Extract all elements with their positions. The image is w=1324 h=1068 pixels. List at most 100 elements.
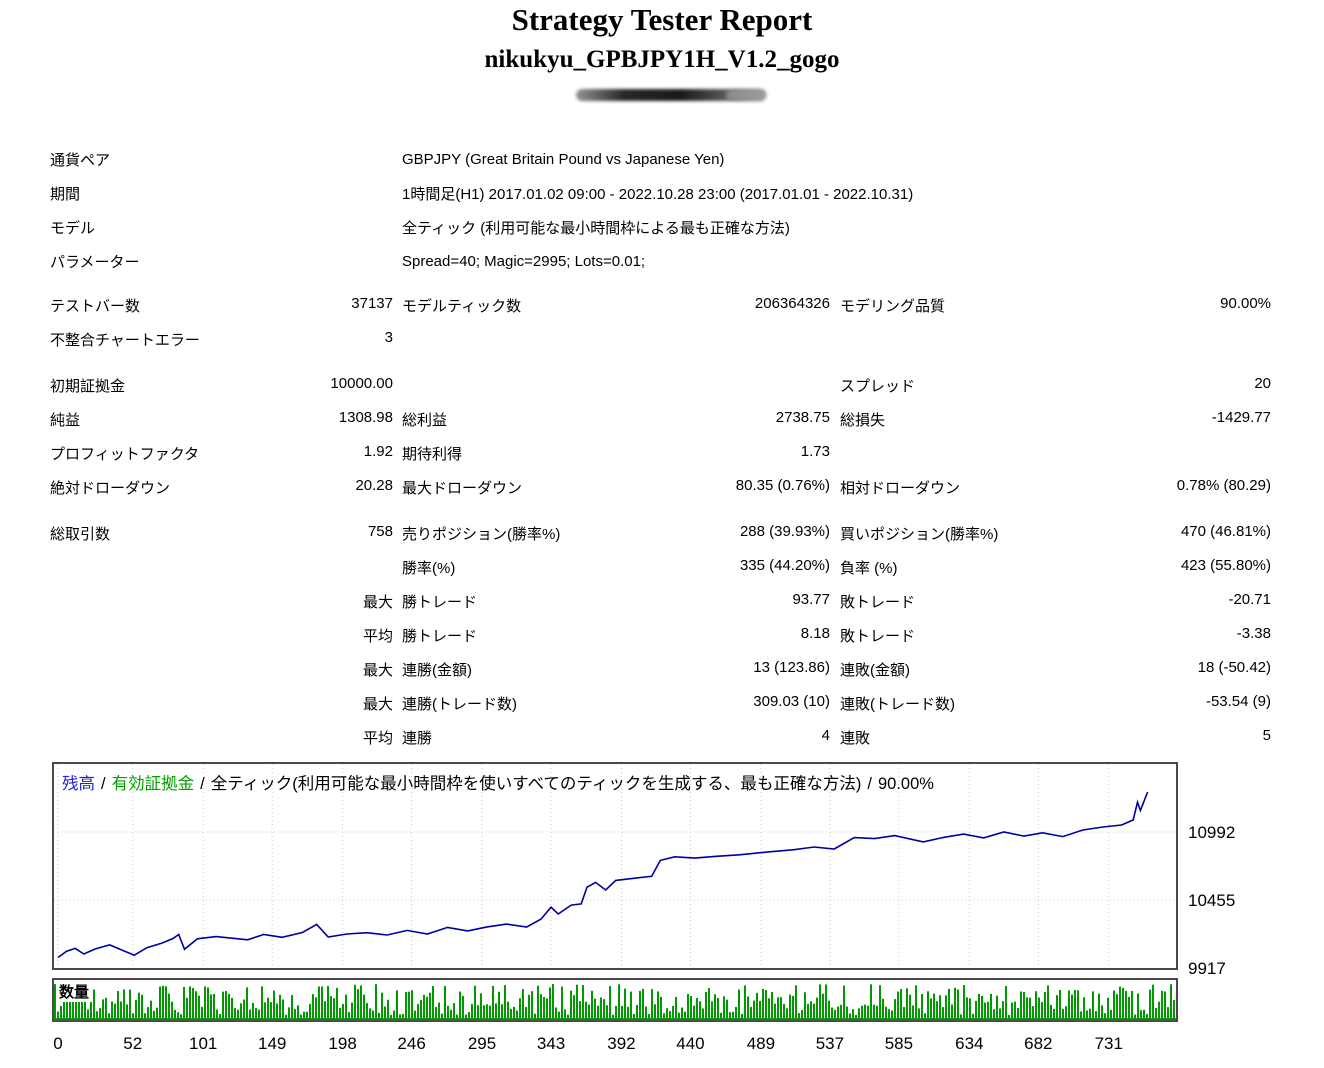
row-label: 負率 (%) xyxy=(840,559,898,577)
row-label: 敗トレード xyxy=(840,627,916,645)
row-label: モデル xyxy=(50,219,96,237)
x-axis-label: 585 xyxy=(884,1034,914,1053)
x-axis-label: 440 xyxy=(676,1034,705,1053)
row-label: モデルティック数 xyxy=(402,297,522,315)
table-row-max-consecutive-count: 最大 連勝(トレード数) 309.03 (10) 連敗(トレード数) -53.54 … xyxy=(50,686,1271,720)
x-axis-label: 0 xyxy=(53,1034,63,1053)
row-label: 総取引数 xyxy=(50,525,111,543)
table-row-largest-trade: 最大 勝トレード 93.77 敗トレード -20.71 xyxy=(50,584,1271,618)
row-value: 1308.98 xyxy=(338,408,393,426)
row-value: 5 xyxy=(1262,726,1271,744)
row-value: 10000.00 xyxy=(330,374,393,392)
row-label: 勝トレード xyxy=(402,627,478,645)
legend-equity: 有効証拠金 xyxy=(111,775,195,793)
y-axis-label: 9917 xyxy=(1188,959,1226,978)
x-axis-label: 392 xyxy=(607,1034,636,1053)
row-label: パラメーター xyxy=(50,253,140,271)
row-value: 758 xyxy=(367,522,393,540)
x-axis-label: 343 xyxy=(536,1034,566,1053)
row-label: 総利益 xyxy=(402,411,448,429)
legend-quality: 90.00% xyxy=(877,775,934,793)
x-axis-label: 682 xyxy=(1024,1034,1053,1053)
row-value: 3 xyxy=(384,328,393,346)
table-row-max-consecutive-amount: 最大 連勝(金額) 13 (123.86) 連敗(金額) 18 (-50.42) xyxy=(50,652,1271,686)
row-value: 80.35 (0.76%) xyxy=(735,476,830,494)
row-sublabel: 平均 xyxy=(362,627,393,645)
volume-pane: 数量 xyxy=(52,978,1178,1022)
row-label: 純益 xyxy=(50,411,81,429)
row-label: 買いポジション(勝率%) xyxy=(840,525,999,543)
statistics-table: 通貨ペア GBPJPY (Great Britain Pound vs Japa… xyxy=(50,142,1271,754)
redacted-broker-name xyxy=(576,89,766,101)
table-row-profit-factor: プロフィットファクタ 1.92 期待利得 1.73 xyxy=(50,436,1271,470)
row-value: 1.92 xyxy=(363,442,393,460)
x-axis-label: 101 xyxy=(188,1034,218,1053)
row-value: 1時間足(H1) 2017.01.02 09:00 - 2022.10.28 2… xyxy=(402,185,914,203)
row-value: 18 (-50.42) xyxy=(1197,658,1271,676)
row-label: テストバー数 xyxy=(50,297,141,315)
row-value: 90.00% xyxy=(1220,294,1271,312)
row-label: 不整合チャートエラー xyxy=(50,331,200,349)
volume-label: 数量 xyxy=(56,981,93,1002)
row-label: 初期証拠金 xyxy=(50,377,126,395)
row-label: 勝トレード xyxy=(402,593,478,611)
table-row-average-consecutive: 平均 連勝 4 連敗 5 xyxy=(50,720,1271,754)
table-row-model: モデル 全ティック (利用可能な最小時間枠による最も正確な方法) xyxy=(50,210,1271,244)
row-value: 20.28 xyxy=(355,476,393,494)
y-axis-label: 10992 xyxy=(1188,823,1236,843)
row-label: 期待利得 xyxy=(402,445,463,463)
row-label: 絶対ドローダウン xyxy=(50,479,171,497)
row-value: 0.78% (80.29) xyxy=(1176,476,1271,494)
x-axis-label: 634 xyxy=(955,1034,984,1053)
row-label: 連勝(金額) xyxy=(402,661,472,679)
x-axis-label: 731 xyxy=(1094,1034,1123,1053)
x-axis-label: 198 xyxy=(328,1034,357,1053)
row-sublabel: 最大 xyxy=(362,695,393,713)
balance-chart: 残高 / 有効証拠金 / 全ティック(利用可能な最小時間枠を使いすべてのティックを生成す… xyxy=(52,762,1178,970)
table-row-initial-deposit: 初期証拠金 10000.00 スプレッド 20 xyxy=(50,368,1271,402)
row-label: モデリング品質 xyxy=(840,297,946,315)
row-value: 206364326 xyxy=(754,294,830,312)
row-label: 連敗(トレード数) xyxy=(840,695,955,713)
x-axis-label: 489 xyxy=(746,1034,776,1053)
row-value: GBPJPY (Great Britain Pound vs Japanese … xyxy=(402,150,725,168)
row-label: 期間 xyxy=(50,185,81,203)
table-row-win-rate: 勝率(%) 335 (44.20%) 負率 (%) 423 (55.80%) xyxy=(50,550,1271,584)
x-axis-label: 52 xyxy=(123,1034,143,1053)
volume-bars-svg xyxy=(54,984,1176,1020)
row-value: 4 xyxy=(821,726,830,744)
report-title: Strategy Tester Report xyxy=(511,2,813,37)
legend-balance: 残高 xyxy=(62,775,95,793)
row-value: 20 xyxy=(1254,374,1271,392)
report-subtitle: nikukyu_GPBJPY1H_V1.2_gogo xyxy=(484,46,840,73)
row-label: 通貨ペア xyxy=(50,151,111,169)
row-value: -53.54 (9) xyxy=(1205,692,1271,710)
row-sublabel: 最大 xyxy=(362,593,393,611)
row-label: 売りポジション(勝率%) xyxy=(402,525,561,543)
table-row-net-profit: 純益 1308.98 総利益 2738.75 総損失 -1429.77 xyxy=(50,402,1271,436)
table-row-symbol: 通貨ペア GBPJPY (Great Britain Pound vs Japa… xyxy=(50,142,1271,176)
table-row-period: 期間 1時間足(H1) 2017.01.02 09:00 - 2022.10.2… xyxy=(50,176,1271,210)
row-value: Spread=40; Magic=2995; Lots=0.01; xyxy=(402,252,646,270)
row-label: 連勝(トレード数) xyxy=(402,695,517,713)
row-value: 335 (44.20%) xyxy=(739,556,830,574)
row-value: 470 (46.81%) xyxy=(1180,522,1271,540)
row-value: 309.03 (10) xyxy=(753,692,830,710)
row-label: 相対ドローダウン xyxy=(840,479,961,497)
chart-legend: 残高 / 有効証拠金 / 全ティック(利用可能な最小時間枠を使いすべてのティックを生成す… xyxy=(62,775,934,793)
row-sublabel: 平均 xyxy=(362,729,393,747)
table-row-mismatched-errors: 不整合チャートエラー 3 xyxy=(50,322,1271,356)
x-axis-label: 246 xyxy=(397,1034,426,1053)
row-label: スプレッド xyxy=(840,377,916,395)
row-value: 1.73 xyxy=(800,442,830,460)
row-value: 423 (55.80%) xyxy=(1180,556,1271,574)
x-axis-labels: 0 52 101 149 198 246 295 343 392 440 489 537 585 634 6… xyxy=(53,1034,1180,1056)
y-axis-labels: 10992 10455 9917 xyxy=(1188,764,1278,978)
row-label: 敗トレード xyxy=(840,593,916,611)
balance-curve-svg xyxy=(54,764,1176,968)
row-label: プロフィットファクタ xyxy=(50,445,200,463)
x-axis-label: 149 xyxy=(257,1034,287,1053)
row-value: 93.77 xyxy=(792,590,830,608)
row-label: 連敗 xyxy=(840,729,871,747)
table-row-bars: テストバー数 37137 モデルティック数 206364326 モデリング品質 90.… xyxy=(50,288,1271,322)
